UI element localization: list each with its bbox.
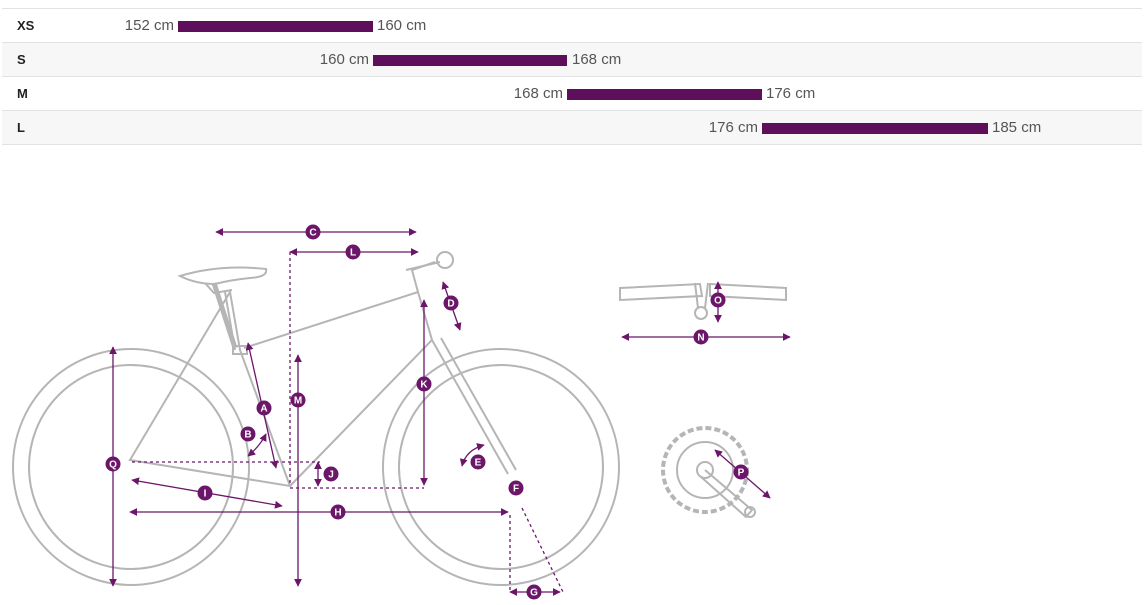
marker-h: H — [330, 504, 346, 520]
svg-text:F: F — [513, 484, 519, 495]
size-range-bar — [178, 21, 373, 32]
marker-g: G — [526, 584, 542, 600]
size-min-value: 152 cm — [124, 17, 174, 34]
marker-k: K — [416, 376, 432, 392]
marker-p: P — [733, 464, 749, 480]
svg-text:C: C — [309, 228, 316, 239]
size-max-value: 176 cm — [766, 85, 816, 102]
svg-text:O: O — [714, 296, 722, 307]
marker-n: N — [693, 329, 709, 345]
marker-b: B — [240, 426, 256, 442]
size-label: L — [17, 120, 25, 135]
marker-e: E — [470, 454, 486, 470]
size-label: S — [17, 52, 26, 67]
size-row-xs: XS 152 cm 160 cm — [2, 9, 1142, 43]
size-range-bar — [373, 55, 567, 66]
marker-o: O — [710, 292, 726, 308]
dimension-line-e — [459, 443, 485, 467]
svg-text:L: L — [350, 248, 356, 259]
size-max-value: 185 cm — [992, 119, 1042, 136]
size-min-value: 168 cm — [513, 85, 563, 102]
size-row-s: S 160 cm 168 cm — [2, 43, 1142, 77]
size-range-bar — [762, 123, 988, 134]
svg-text:Q: Q — [109, 460, 117, 471]
dimension-line-b — [247, 433, 267, 457]
size-max-value: 160 cm — [377, 17, 427, 34]
size-min-value: 160 cm — [319, 51, 369, 68]
marker-j: J — [323, 466, 339, 482]
svg-text:M: M — [294, 396, 302, 407]
marker-m: M — [290, 392, 306, 408]
saddle — [177, 266, 268, 295]
handlebar-detail — [619, 282, 787, 320]
svg-text:I: I — [204, 489, 207, 500]
marker-l: L — [345, 244, 361, 260]
svg-text:D: D — [447, 299, 454, 310]
dimension-guide — [521, 507, 564, 593]
bike-illustration — [12, 251, 787, 586]
marker-i: I — [197, 485, 213, 501]
size-chart: XS 152 cm 160 cm S 160 cm 168 cm M 168 c… — [2, 8, 1142, 145]
svg-text:P: P — [738, 468, 745, 479]
svg-text:J: J — [328, 470, 334, 481]
marker-q: Q — [105, 456, 121, 472]
size-max-value: 168 cm — [572, 51, 622, 68]
marker-c: C — [305, 224, 321, 240]
rear-wheel — [12, 348, 250, 586]
svg-text:A: A — [260, 404, 267, 415]
size-label: M — [17, 86, 28, 101]
stem — [405, 251, 454, 271]
svg-text:K: K — [420, 380, 428, 391]
svg-text:N: N — [697, 333, 704, 344]
svg-text:B: B — [244, 430, 251, 441]
size-label: XS — [17, 18, 35, 33]
size-min-value: 176 cm — [708, 119, 758, 136]
front-wheel — [382, 348, 620, 586]
size-range-bar — [567, 89, 762, 100]
size-row-l: L 176 cm 185 cm — [2, 111, 1142, 145]
marker-f: F — [508, 480, 524, 496]
svg-text:H: H — [334, 508, 341, 519]
size-row-m: M 168 cm 176 cm — [2, 77, 1142, 111]
svg-text:E: E — [475, 458, 482, 469]
marker-a: A — [256, 400, 272, 416]
svg-text:G: G — [530, 588, 538, 599]
marker-d: D — [443, 295, 459, 311]
